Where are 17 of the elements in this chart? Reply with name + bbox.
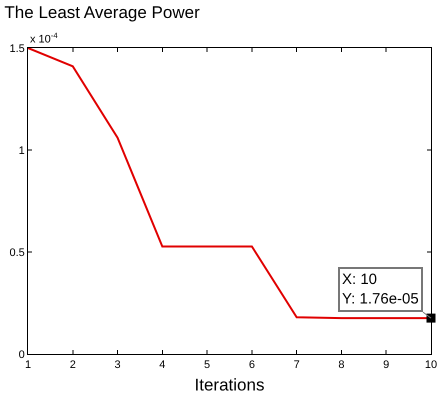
x-tick-label: 2	[70, 359, 76, 372]
y-tick-label: 1.5	[10, 42, 25, 55]
x-tick-label: 10	[424, 359, 438, 372]
y-tick-label: 1	[18, 144, 25, 157]
y-tick-label: 0.5	[10, 246, 25, 259]
text: x 10$^{-4}$	[30, 31, 58, 46]
x-tick-label: 8	[338, 359, 345, 372]
x-tick-label: 7	[294, 359, 300, 372]
x-tick-label: 5	[204, 359, 210, 372]
y-tick-label: 0	[18, 348, 25, 361]
x-tick-label: 4	[159, 359, 166, 372]
annotation: X: 10 Y: 1.76e-05	[342, 271, 419, 308]
x-axis-title: Iterations	[194, 376, 264, 395]
x-tick-label: 9	[383, 359, 390, 372]
x-tick-label: 3	[114, 359, 121, 372]
chart-title: The Least Average Power	[4, 3, 200, 22]
x-tick-label: 6	[248, 359, 255, 372]
